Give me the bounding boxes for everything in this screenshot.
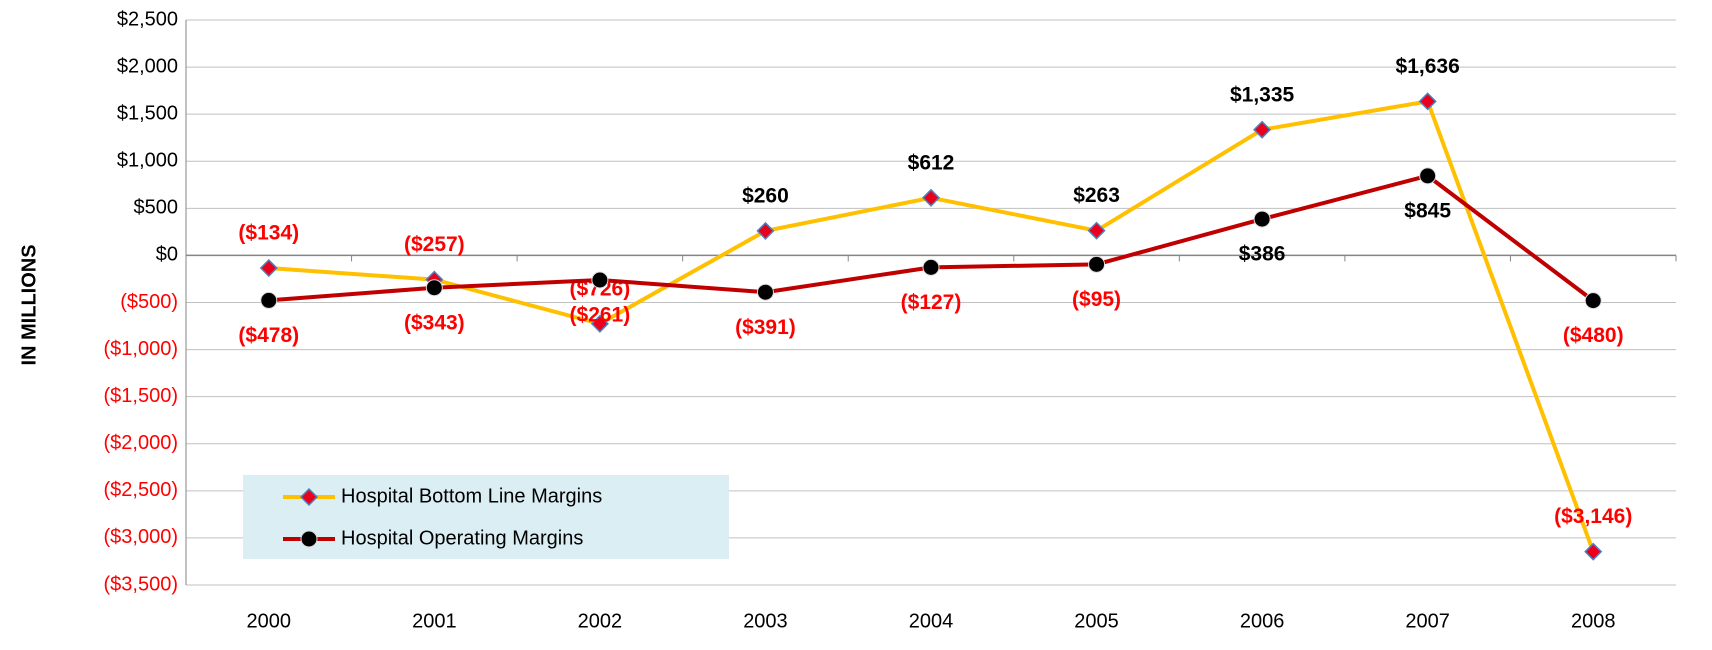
value-label: $612 [908, 151, 955, 174]
y-tick-label: $0 [156, 244, 178, 266]
legend-marker [300, 530, 318, 548]
value-label: ($95) [1072, 288, 1121, 311]
value-label: $1,636 [1396, 55, 1460, 78]
marker [259, 258, 278, 278]
x-tick-label: 2003 [743, 610, 788, 632]
value-label: $263 [1073, 184, 1120, 207]
value-label: $845 [1404, 199, 1451, 222]
value-label: ($257) [404, 233, 465, 256]
marker [1584, 292, 1602, 310]
y-tick-label: $1,500 [117, 102, 178, 124]
x-tick-label: 2002 [578, 610, 623, 632]
x-tick-label: 2004 [909, 610, 954, 632]
value-label: ($134) [238, 222, 299, 245]
marker [590, 314, 609, 333]
marker [921, 188, 941, 207]
y-tick-label: $2,500 [117, 8, 178, 30]
legend-label: Hospital Operating Margins [341, 527, 583, 549]
value-label: $386 [1239, 243, 1286, 266]
value-label: $1,335 [1230, 83, 1295, 106]
x-tick-label: 2000 [247, 610, 292, 632]
x-tick-label: 2007 [1405, 610, 1450, 632]
value-label: ($480) [1563, 324, 1624, 347]
y-tick-label: $500 [134, 197, 179, 219]
y-tick-label: ($2,000) [104, 432, 179, 454]
marker [425, 279, 443, 297]
marker [1419, 167, 1437, 185]
value-label: ($3,146) [1554, 505, 1632, 528]
x-tick-label: 2005 [1074, 610, 1119, 632]
value-label: ($478) [238, 324, 299, 347]
y-axis-label: IN MILLIONS [18, 244, 40, 365]
marker [591, 271, 609, 289]
y-tick-label: ($2,500) [104, 479, 179, 501]
value-label: ($391) [735, 316, 796, 339]
marker [1253, 210, 1271, 228]
y-tick-label: ($3,000) [104, 526, 179, 548]
x-tick-label: 2001 [412, 610, 457, 632]
legend-marker [299, 487, 319, 507]
y-tick-label: $1,000 [117, 150, 178, 172]
y-tick-label: ($500) [120, 291, 178, 313]
marker [260, 291, 278, 309]
marker [756, 221, 775, 240]
legend-box [243, 475, 729, 559]
marker [1584, 542, 1603, 561]
marker [1253, 120, 1272, 139]
y-tick-label: ($1,000) [104, 338, 179, 360]
y-tick-label: $2,000 [117, 55, 178, 77]
value-label: ($343) [404, 311, 465, 334]
legend-label: Hospital Bottom Line Margins [341, 485, 602, 507]
marker [1418, 92, 1437, 111]
marker [756, 283, 774, 301]
marker [1088, 255, 1106, 273]
y-tick-label: ($3,500) [104, 573, 179, 595]
value-label: $260 [742, 184, 789, 207]
marker [1087, 221, 1106, 240]
x-tick-label: 2008 [1571, 610, 1616, 632]
x-tick-label: 2006 [1240, 610, 1285, 632]
y-tick-label: ($1,500) [104, 385, 179, 407]
value-label: ($261) [570, 304, 631, 327]
value-label: ($127) [901, 291, 962, 314]
marker [922, 258, 940, 276]
